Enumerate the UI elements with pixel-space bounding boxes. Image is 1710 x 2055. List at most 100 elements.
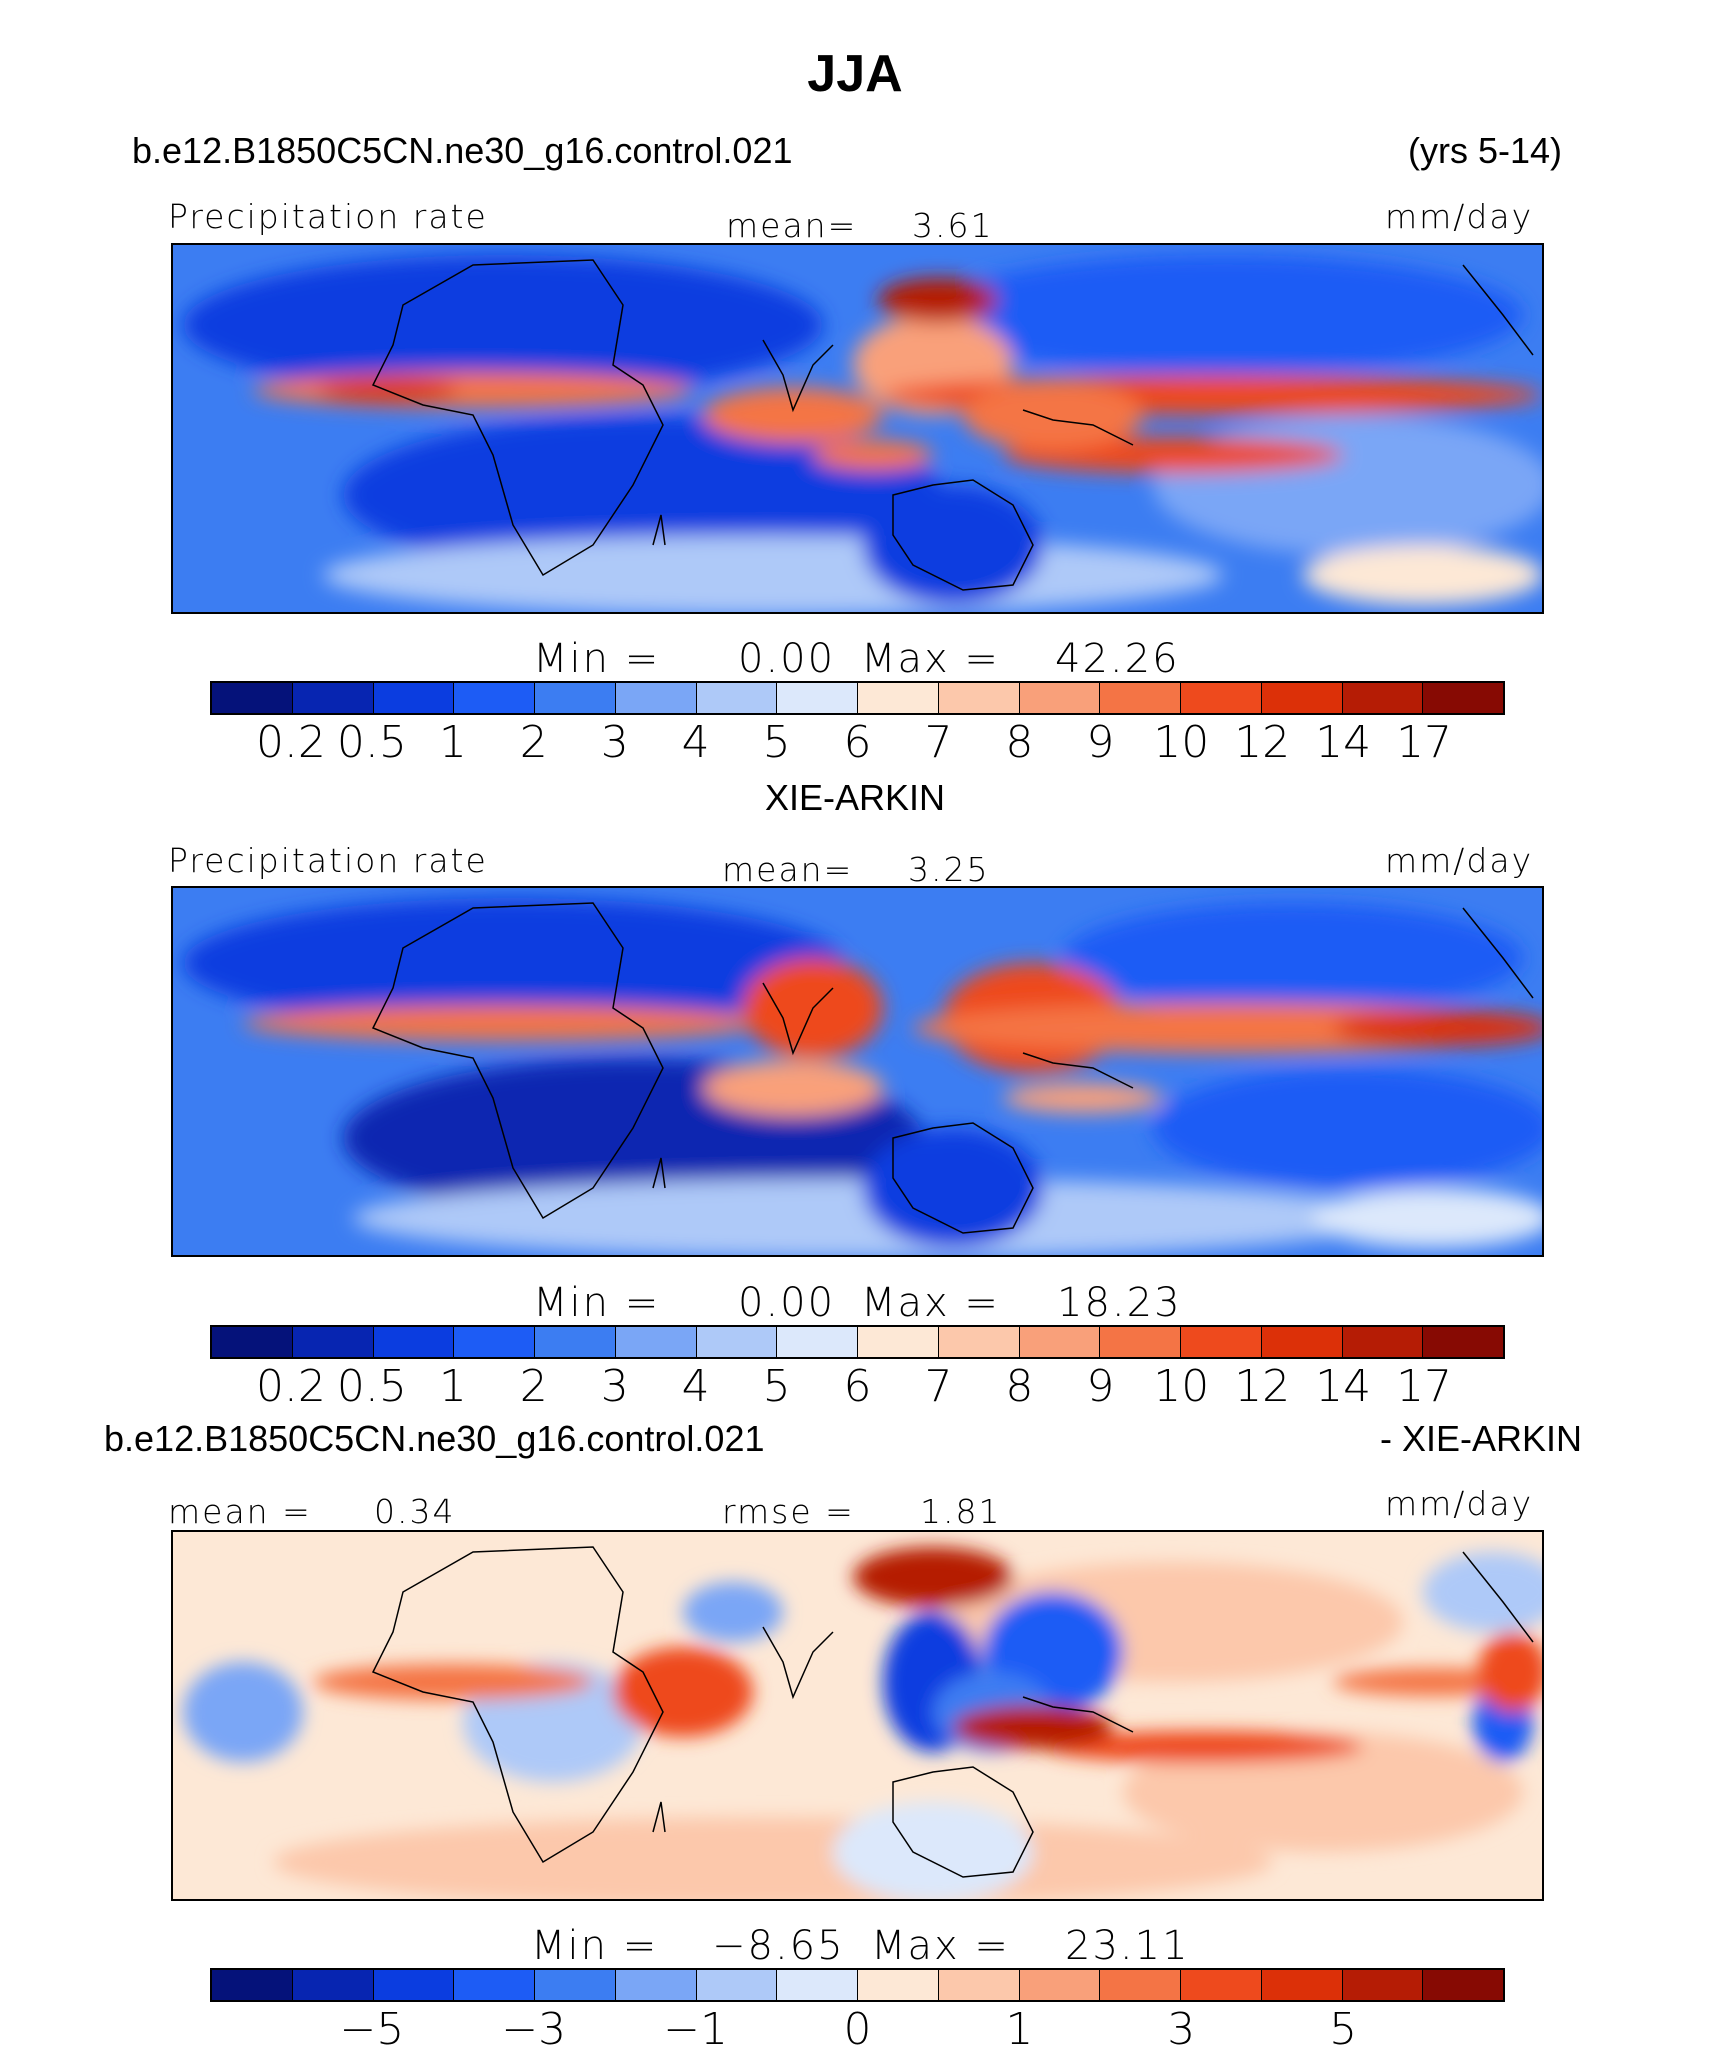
panel2-tick-label: 10 (1153, 1361, 1210, 1412)
panel2-tick-label: 1 (438, 1361, 467, 1412)
panel3-colorbar-cell (615, 1970, 697, 2000)
panel2-tick-label: 3 (600, 1361, 629, 1412)
panel2-colorbar-cell (373, 1327, 455, 1357)
panel3-units: mm/day (1385, 1484, 1534, 1523)
panel3-colorbar-cell (1181, 1970, 1262, 2000)
panel1-tick-label: 14 (1315, 717, 1372, 768)
panel2-colorbar-cell (535, 1327, 616, 1357)
panel1-tick-label: 12 (1234, 717, 1291, 768)
panel1-tick-label: 2 (519, 717, 548, 768)
panel1-tick-label: 17 (1396, 717, 1453, 768)
panel1-tick-label: 0.5 (336, 717, 407, 768)
panel1-tick-label: 8 (1005, 717, 1034, 768)
panel2-colorbar-cell (292, 1327, 374, 1357)
panel2-tick-label: 9 (1086, 1361, 1115, 1412)
panel3-tick-label: 5 (1329, 2004, 1358, 2055)
panel2-tick-label: 0.5 (336, 1361, 407, 1412)
panel2-max-label: Max = (861, 1280, 1000, 1326)
panel3-colorbar-cell (535, 1970, 616, 2000)
panel2-colorbar-cell (1261, 1327, 1343, 1357)
panel1-tick-label: 5 (762, 717, 791, 768)
panel2-tick-label: 2 (519, 1361, 548, 1412)
panel1-min-value: 0.00 (738, 636, 836, 682)
panel1-years: (yrs 5-14) (1408, 130, 1563, 171)
panel2-tick-label: 0.2 (255, 1361, 326, 1412)
panel2-tick-label: 8 (1005, 1361, 1034, 1412)
panel2-colorbar-cell (777, 1327, 858, 1357)
panel3-tick-label: 0 (843, 2004, 872, 2055)
panel1-tick-label: 9 (1086, 717, 1115, 768)
panel1-colorbar-cell (373, 683, 455, 713)
panel2-colorbar-cell (1342, 1327, 1424, 1357)
panel3-colorbar-cell (1423, 1970, 1503, 2000)
panel1-tick-label: 7 (924, 717, 953, 768)
panel1-mean-label: mean= (726, 206, 858, 245)
panel3-mean-label: mean = (168, 1492, 312, 1531)
panel3-tick-label: −1 (663, 2004, 729, 2055)
panel2-min-value: 0.00 (738, 1280, 836, 1326)
panel2-variable-label: Precipitation rate (168, 841, 488, 880)
panel3-min-value: −8.65 (712, 1923, 845, 1969)
panel2-colorbar-cell (696, 1327, 778, 1357)
panel3-colorbar-cell (373, 1970, 455, 2000)
panel1-colorbar-cell (696, 683, 778, 713)
panel1-colorbar-cell (1181, 683, 1262, 713)
panel2-tick-label: 6 (843, 1361, 872, 1412)
panel1-units: mm/day (1385, 197, 1534, 236)
panel1-colorbar-cell (858, 683, 939, 713)
panel1-colorbar-cell (938, 683, 1020, 713)
panel3-colorbar-cell (1261, 1970, 1343, 2000)
panel1-colorbar-cell (1423, 683, 1503, 713)
panel2-max-value: 18.23 (1057, 1280, 1182, 1326)
panel1-mean-value: 3.61 (912, 206, 994, 245)
panel1-max-value: 42.26 (1055, 636, 1180, 682)
panel3-colorbar (210, 1968, 1505, 2002)
panel1-max-label: Max = (861, 636, 1000, 682)
panel2-colorbar-cell (1100, 1327, 1181, 1357)
panel3-min-label: Min = (531, 1923, 659, 1969)
panel1-colorbar-cell (535, 683, 616, 713)
panel2-colorbar-cell (1423, 1327, 1503, 1357)
panel2-colorbar-cell (212, 1327, 293, 1357)
panel1-tick-label: 1 (438, 717, 467, 768)
panel3-rmse-value: 1.81 (920, 1492, 1002, 1531)
panel2-colorbar-cell (938, 1327, 1020, 1357)
panel3-colorbar-cell (938, 1970, 1020, 2000)
panel3-colorbar-cell (212, 1970, 293, 2000)
panel3-tick-label: 1 (1005, 2004, 1034, 2055)
main-title: JJA (807, 45, 903, 103)
panel2-tick-label: 4 (681, 1361, 710, 1412)
panel3-colorbar-cell (1342, 1970, 1424, 2000)
panel2-colorbar-cell (454, 1327, 535, 1357)
panel1-min-label: Min = (533, 636, 661, 682)
panel2-colorbar (210, 1325, 1505, 1359)
panel2-min-label: Min = (533, 1280, 661, 1326)
panel3-case-name: b.e12.B1850C5CN.ne30_g16.control.021 (104, 1418, 765, 1459)
panel3-colorbar-cell (777, 1970, 858, 2000)
panel1-case-name: b.e12.B1850C5CN.ne30_g16.control.021 (132, 130, 793, 171)
panel1-colorbar-cell (212, 683, 293, 713)
panel1-colorbar-cell (615, 683, 697, 713)
panel2-mean-value: 3.25 (908, 850, 990, 889)
panel1-colorbar-cell (292, 683, 374, 713)
panel3-colorbar-cell (292, 1970, 374, 2000)
panel2-colorbar-cell (858, 1327, 939, 1357)
panel2-tick-label: 12 (1234, 1361, 1291, 1412)
panel1-tick-label: 3 (600, 717, 629, 768)
panel2-tick-label: 17 (1396, 1361, 1453, 1412)
panel2-tick-label: 5 (762, 1361, 791, 1412)
panel2-colorbar-cell (1181, 1327, 1262, 1357)
panel1-colorbar-cell (454, 683, 535, 713)
panel3-tick-label: 3 (1167, 2004, 1196, 2055)
panel3-colorbar-cell (1019, 1970, 1101, 2000)
panel2-map (171, 886, 1544, 1257)
panel2-units: mm/day (1385, 841, 1534, 880)
panel3-obs-name: - XIE-ARKIN (1380, 1418, 1583, 1459)
panel1-variable-label: Precipitation rate (168, 197, 488, 236)
panel3-colorbar-cell (858, 1970, 939, 2000)
panel1-colorbar-cell (1100, 683, 1181, 713)
panel3-tick-label: −5 (339, 2004, 405, 2055)
panel1-colorbar-cell (1342, 683, 1424, 713)
panel3-map (171, 1530, 1544, 1901)
panel1-tick-label: 4 (681, 717, 710, 768)
